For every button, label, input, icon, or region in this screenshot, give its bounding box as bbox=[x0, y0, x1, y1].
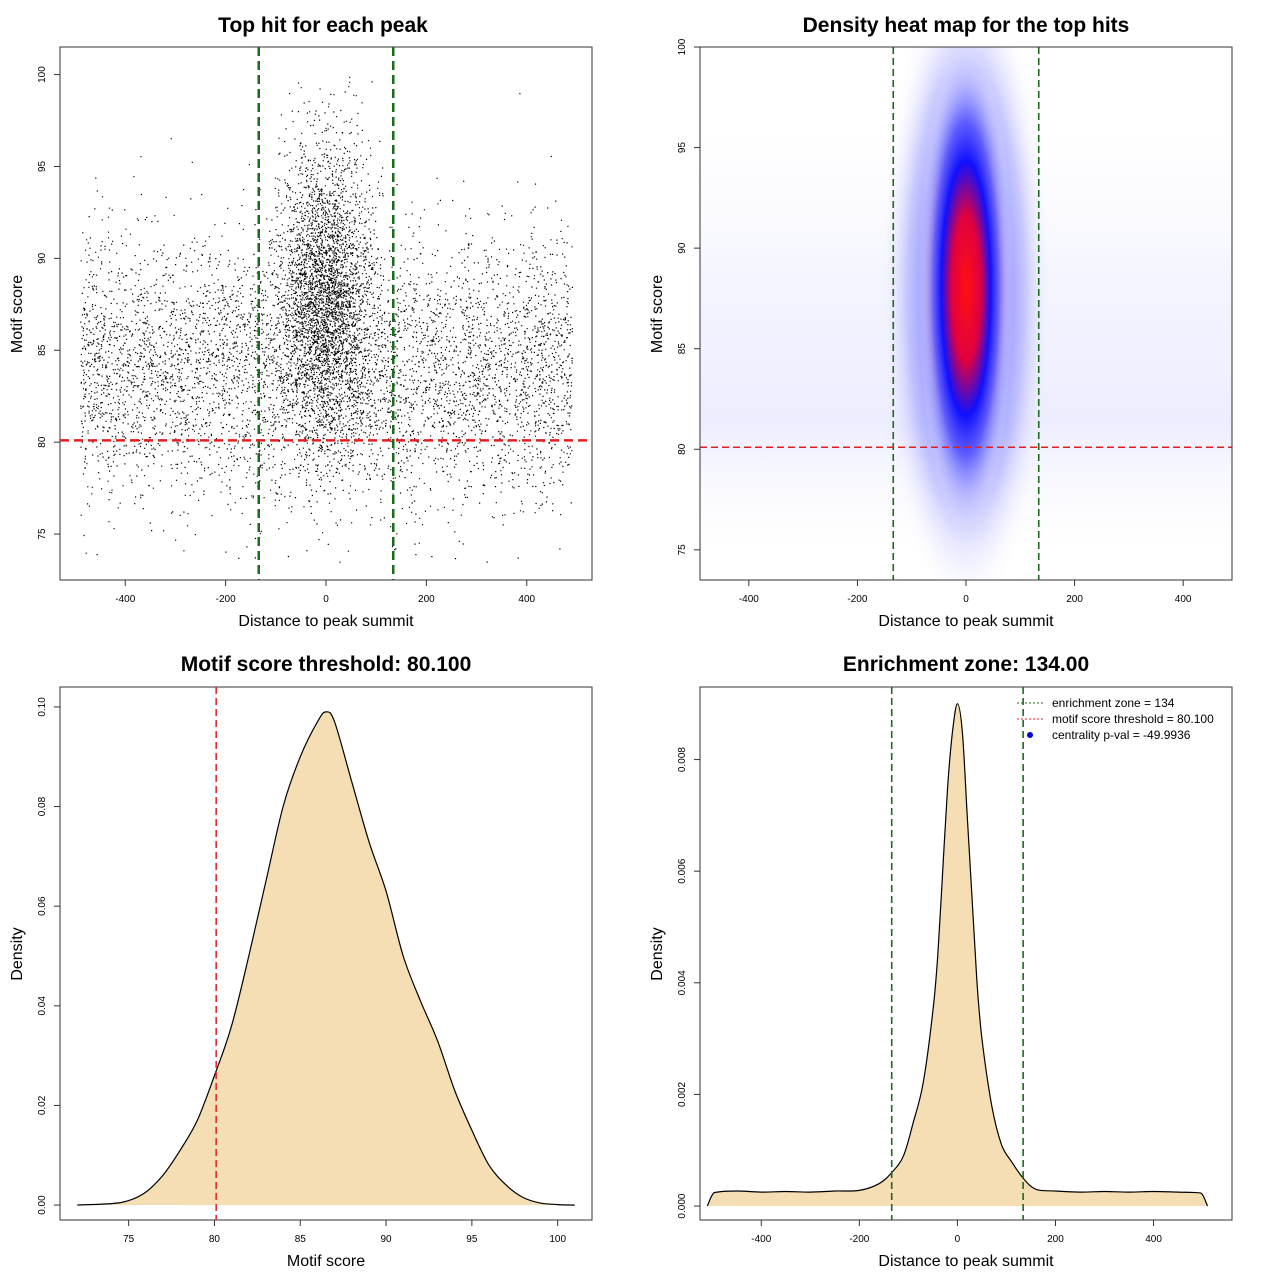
enrichment-ylabel: Density bbox=[649, 927, 666, 980]
score-density-ytick-label: 0.10 bbox=[37, 697, 48, 717]
heatmap-title: Density heat map for the top hits bbox=[803, 14, 1130, 37]
enrichment-ytick-label: 0.008 bbox=[677, 747, 688, 772]
enrichment-xtick-label: 0 bbox=[955, 1234, 961, 1245]
panel-scatter: Top hit for each peak -400 -200 0 200 400 75 8… bbox=[9, 14, 593, 630]
score-density-xtick-label: 95 bbox=[466, 1234, 478, 1245]
heatmap-xtick-label: 200 bbox=[1066, 594, 1083, 605]
enrichment-ytick-label: 0.006 bbox=[677, 858, 688, 883]
scatter-xtick-label: -200 bbox=[216, 594, 236, 605]
score-density-xtick-label: 90 bbox=[381, 1234, 393, 1245]
legend-centrality-label: centrality p-val = -49.9936 bbox=[1052, 728, 1191, 742]
heatmap-ytick-label: 80 bbox=[677, 443, 688, 455]
score-density-ytick-label: 0.00 bbox=[37, 1195, 48, 1215]
heatmap-ytick-label: 75 bbox=[677, 544, 688, 556]
heatmap-peak bbox=[918, 47, 1014, 533]
score-density-ylabel: Density bbox=[9, 927, 26, 980]
scatter-title: Top hit for each peak bbox=[218, 14, 428, 37]
enrichment-legend: enrichment zone = 134 motif score thresh… bbox=[1017, 696, 1214, 742]
enrichment-title: Enrichment zone: 134.00 bbox=[843, 653, 1089, 676]
enrichment-xlabel: Distance to peak summit bbox=[878, 1253, 1054, 1270]
score-density-frame bbox=[59, 686, 593, 1221]
heatmap-xlabel: Distance to peak summit bbox=[878, 613, 1054, 630]
enrichment-frame bbox=[699, 686, 1233, 1221]
heatmap-ytick-label: 90 bbox=[677, 242, 688, 254]
enrichment-xtick-label: 200 bbox=[1047, 1234, 1064, 1245]
heatmap-xtick-label: -200 bbox=[847, 594, 867, 605]
scatter-axes: -400 -200 0 200 400 75 80 85 90 95 100 bbox=[37, 66, 536, 605]
scatter-ytick-label: 85 bbox=[37, 344, 48, 356]
scatter-ytick-label: 80 bbox=[37, 436, 48, 448]
enrichment-curve-group bbox=[706, 687, 1209, 1220]
legend-threshold-label: motif score threshold = 80.100 bbox=[1052, 712, 1214, 726]
panel-score-density: Motif score threshold: 80.100 75 80 85 90 95… bbox=[9, 653, 593, 1270]
panel-enrichment: Enrichment zone: 134.00 -400 -200 0 200 400 0… bbox=[649, 653, 1233, 1270]
legend-zone-label: enrichment zone = 134 bbox=[1052, 696, 1175, 710]
heatmap-density bbox=[700, 47, 1232, 580]
enrichment-ytick-label: 0.002 bbox=[677, 1081, 688, 1106]
scatter-reference-lines bbox=[60, 47, 592, 580]
heatmap-xtick-label: -400 bbox=[739, 594, 759, 605]
score-density-ytick-label: 0.08 bbox=[37, 796, 48, 816]
heatmap-ytick-label: 100 bbox=[677, 38, 688, 55]
heatmap-reference-lines bbox=[700, 47, 1232, 580]
score-density-title: Motif score threshold: 80.100 bbox=[181, 653, 472, 676]
scatter-points bbox=[80, 76, 573, 563]
heatmap-axes: -400 -200 0 200 400 75 80 85 90 95 100 bbox=[677, 38, 1192, 605]
heatmap-ytick-label: 85 bbox=[677, 343, 688, 355]
scatter-hit-points bbox=[80, 76, 573, 563]
panel-heatmap: Density heat map for the top hits -400 -2… bbox=[649, 14, 1233, 630]
enrichment-xtick-label: 400 bbox=[1145, 1234, 1162, 1245]
enrichment-curve bbox=[706, 703, 1209, 1207]
scatter-ytick-label: 75 bbox=[37, 528, 48, 540]
heatmap-xtick-label: 400 bbox=[1175, 594, 1192, 605]
scatter-ytick-label: 100 bbox=[37, 66, 48, 83]
heatmap-ytick-label: 95 bbox=[677, 142, 688, 154]
scatter-xtick-label: 200 bbox=[418, 594, 435, 605]
score-density-xtick-label: 80 bbox=[209, 1234, 221, 1245]
enrichment-ytick-label: 0.000 bbox=[677, 1193, 688, 1218]
scatter-ytick-label: 90 bbox=[37, 252, 48, 264]
enrichment-ytick-label: 0.004 bbox=[677, 970, 688, 995]
scatter-ylabel: Motif score bbox=[9, 275, 26, 353]
score-density-axes: 75 80 85 90 95 100 0.00 0.02 0.04 0.06 0.08 0.10 bbox=[37, 697, 566, 1245]
scatter-xtick-label: 0 bbox=[323, 594, 329, 605]
score-density-xtick-label: 75 bbox=[123, 1234, 135, 1245]
score-density-xtick-label: 100 bbox=[549, 1234, 566, 1245]
score-density-xlabel: Motif score bbox=[287, 1253, 365, 1270]
score-density-area bbox=[77, 711, 575, 1206]
score-density-ytick-label: 0.06 bbox=[37, 896, 48, 916]
heatmap-ylabel: Motif score bbox=[649, 275, 666, 353]
enrichment-xtick-label: -200 bbox=[849, 1234, 869, 1245]
scatter-xtick-label: -400 bbox=[115, 594, 135, 605]
scatter-plot-frame bbox=[59, 46, 593, 581]
enrichment-area bbox=[707, 703, 1208, 1207]
scatter-xlabel: Distance to peak summit bbox=[238, 613, 414, 630]
score-density-ytick-label: 0.02 bbox=[37, 1095, 48, 1115]
scatter-ytick-label: 95 bbox=[37, 160, 48, 172]
enrichment-xtick-label: -400 bbox=[751, 1234, 771, 1245]
legend-centrality-point bbox=[1027, 732, 1033, 738]
score-density-xtick-label: 85 bbox=[295, 1234, 307, 1245]
score-density-curve-group bbox=[77, 687, 575, 1220]
score-density-curve bbox=[77, 711, 575, 1206]
enrichment-axes: -400 -200 0 200 400 0.000 0.002 0.004 0.006 0.008 bbox=[677, 747, 1162, 1245]
heatmap-xtick-label: 0 bbox=[963, 594, 969, 605]
scatter-xtick-label: 400 bbox=[518, 594, 535, 605]
score-density-ytick-label: 0.04 bbox=[37, 996, 48, 1016]
